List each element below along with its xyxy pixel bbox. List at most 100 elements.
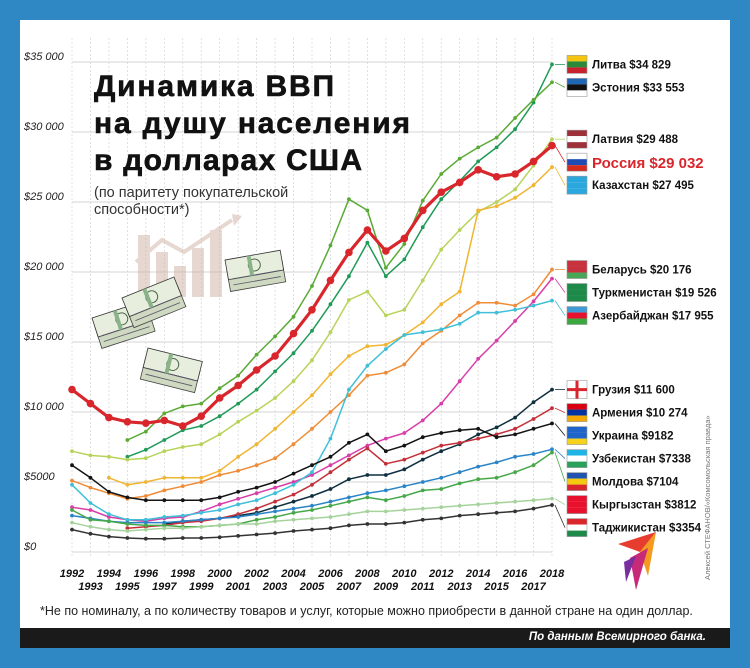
data-point	[365, 240, 370, 245]
data-point	[531, 426, 536, 431]
data-point	[420, 341, 425, 346]
data-point	[217, 516, 222, 521]
data-point	[383, 265, 388, 270]
data-point	[457, 513, 462, 518]
data-point	[363, 226, 372, 234]
data-point	[125, 438, 130, 442]
data-point	[457, 440, 462, 445]
data-point	[347, 512, 351, 517]
data-point	[402, 494, 407, 498]
data-point	[199, 424, 204, 428]
data-point	[236, 522, 241, 526]
x-tick-label: 2001	[225, 581, 250, 593]
data-point	[347, 354, 351, 358]
data-point	[271, 352, 279, 360]
flag-icon	[566, 152, 588, 172]
data-point	[439, 327, 444, 332]
data-point	[217, 508, 222, 512]
x-tick-label: 2011	[410, 581, 435, 593]
data-point	[531, 506, 536, 511]
data-point	[107, 512, 111, 517]
data-point	[457, 470, 462, 475]
data-point	[550, 421, 554, 426]
data-point	[550, 62, 554, 67]
data-point	[70, 482, 74, 487]
data-point	[143, 494, 148, 498]
data-point	[365, 373, 370, 378]
data-point	[291, 517, 296, 522]
data-point	[420, 418, 425, 423]
data-point	[125, 529, 130, 533]
data-point	[310, 470, 314, 475]
data-point	[107, 489, 111, 494]
data-point	[513, 426, 517, 431]
data-point	[476, 300, 481, 305]
legend-label: Туркменистан $19 526	[592, 288, 717, 300]
data-point	[180, 404, 185, 409]
data-point	[291, 510, 296, 515]
data-point	[160, 416, 169, 425]
data-point	[513, 116, 517, 120]
data-point	[236, 512, 241, 517]
data-point	[439, 401, 444, 406]
data-point	[254, 532, 259, 537]
data-point	[180, 536, 185, 540]
data-point	[457, 321, 462, 326]
data-point	[531, 97, 536, 102]
data-point	[347, 440, 351, 445]
data-point	[457, 428, 462, 433]
data-point	[476, 208, 481, 213]
data-point	[328, 499, 333, 504]
footnote: *Не по номиналу, а по количеству товаров…	[40, 604, 693, 618]
data-point	[550, 450, 554, 455]
data-point	[513, 303, 517, 308]
data-point	[455, 178, 464, 187]
x-tick-label: 1993	[78, 581, 102, 593]
data-point	[252, 366, 261, 374]
data-point	[347, 298, 351, 302]
data-point	[70, 520, 74, 525]
data-point	[474, 166, 482, 174]
data-point	[162, 520, 167, 525]
data-point	[550, 406, 554, 411]
data-point	[107, 454, 111, 459]
data-point	[531, 452, 536, 456]
legend-label: Грузия $11 600	[592, 385, 675, 397]
data-point	[439, 197, 444, 202]
data-point	[162, 515, 167, 519]
legend-label: Литва $34 829	[592, 59, 671, 71]
data-point	[88, 508, 93, 512]
data-point	[383, 347, 388, 351]
data-point	[513, 307, 517, 312]
data-point	[365, 208, 370, 213]
legend-leader	[554, 407, 566, 413]
data-point	[273, 519, 277, 524]
data-point	[494, 425, 499, 430]
data-point	[143, 480, 148, 484]
data-point	[383, 509, 388, 514]
data-point	[328, 503, 333, 508]
data-point	[125, 482, 130, 487]
money-stack-icon	[139, 347, 203, 394]
data-point	[420, 330, 425, 335]
data-point	[513, 470, 517, 475]
data-point	[199, 524, 204, 529]
data-point	[511, 170, 519, 178]
source-label: По данным Всемирного банка.	[528, 631, 706, 643]
data-point	[199, 475, 204, 480]
data-point	[513, 195, 517, 200]
data-point	[439, 431, 444, 435]
data-point	[347, 477, 351, 482]
data-point	[418, 206, 427, 215]
data-point	[420, 488, 425, 493]
data-point	[143, 520, 148, 525]
data-point	[273, 480, 277, 484]
data-point	[125, 457, 130, 462]
y-tick-label: $15 000	[23, 331, 65, 343]
data-point	[217, 473, 222, 477]
data-point	[291, 442, 296, 447]
data-point	[476, 145, 481, 150]
data-point	[402, 443, 407, 448]
data-point	[125, 495, 130, 500]
data-point	[236, 534, 241, 538]
